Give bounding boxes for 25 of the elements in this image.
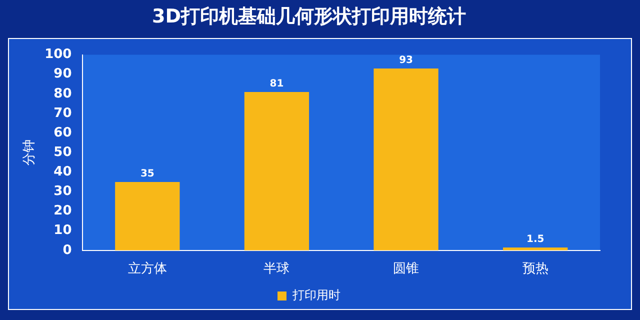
y-tick-label: 20 — [54, 204, 72, 219]
y-axis-title: 分钟 — [22, 140, 38, 166]
y-tick-label: 100 — [44, 47, 72, 62]
y-tick-label: 10 — [54, 223, 72, 238]
chart-title: 3D打印机基础几何形状打印用时统计 — [152, 5, 466, 28]
y-tick-label: 50 — [54, 144, 72, 160]
y-tick-label: 30 — [54, 184, 72, 200]
y-tick-label: 0 — [62, 242, 72, 258]
y-tick-label: 70 — [54, 106, 72, 121]
bar — [115, 182, 180, 250]
x-tick-label: 半球 — [264, 262, 290, 277]
bar — [374, 68, 438, 250]
data-label: 1.5 — [526, 234, 544, 246]
y-tick-label: 40 — [54, 164, 72, 180]
y-tick-label: 90 — [54, 66, 72, 82]
data-label: 93 — [399, 55, 414, 66]
x-tick-label: 立方体 — [128, 260, 167, 277]
bar — [244, 92, 310, 250]
y-tick-label: 80 — [54, 86, 72, 102]
legend-label: 打印用时 — [292, 288, 340, 302]
data-label: 35 — [140, 168, 154, 180]
y-tick-label: 60 — [54, 125, 72, 140]
data-label: 81 — [270, 78, 284, 90]
x-tick-label: 预热 — [522, 262, 548, 277]
x-tick-label: 圆锥 — [393, 262, 420, 277]
